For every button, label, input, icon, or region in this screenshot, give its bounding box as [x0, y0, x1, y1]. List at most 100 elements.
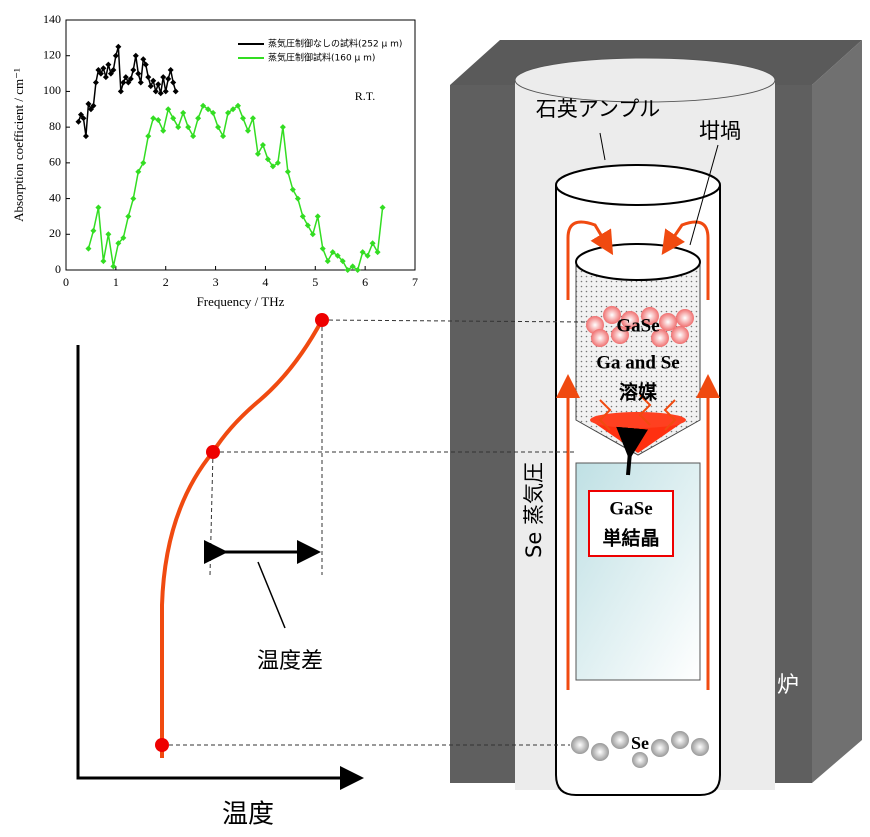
data-point — [102, 74, 109, 81]
y-tick-label: 0 — [55, 262, 61, 276]
data-point — [125, 213, 132, 220]
label: Ga and Se — [596, 352, 679, 373]
data-point — [364, 252, 371, 259]
data-point — [112, 52, 119, 59]
data-point — [95, 67, 102, 73]
data-point — [145, 133, 152, 140]
data-point — [249, 115, 256, 122]
data-point — [215, 124, 222, 131]
data-point — [110, 67, 117, 73]
data-point — [127, 75, 134, 82]
x-tick-label: 1 — [113, 275, 119, 289]
data-point — [244, 127, 251, 134]
data-point — [85, 245, 92, 252]
data-point — [210, 109, 217, 116]
data-point — [220, 133, 227, 140]
data-point — [359, 249, 366, 256]
y-tick-label: 20 — [49, 226, 61, 240]
label: 坩堝 — [699, 119, 741, 143]
x-tick-label: 3 — [213, 275, 219, 289]
data-point — [120, 79, 127, 86]
series-line — [87, 104, 384, 272]
x-tick-label: 7 — [412, 275, 418, 289]
data-point — [142, 61, 149, 68]
data-point — [135, 70, 142, 77]
leaders — [599, 132, 719, 246]
data-point — [195, 115, 202, 122]
data-point — [92, 79, 99, 86]
data-point — [354, 267, 361, 273]
data-point — [117, 88, 124, 95]
temp-profile — [76, 313, 586, 790]
data-point — [107, 70, 114, 77]
se-balls — [571, 731, 709, 768]
data-point — [180, 109, 187, 116]
data-point — [269, 163, 276, 170]
data-point — [190, 133, 197, 140]
x-axis-label: Frequency / THz — [197, 294, 285, 309]
data-point — [314, 213, 321, 220]
data-point — [170, 115, 177, 122]
data-point — [132, 52, 139, 59]
data-point — [125, 79, 132, 86]
data-point — [334, 252, 341, 259]
data-point — [157, 90, 164, 97]
data-point — [172, 88, 179, 95]
data-point — [279, 124, 286, 131]
plot-frame — [65, 19, 416, 271]
data-point — [379, 204, 386, 211]
x-tick-label: 6 — [362, 275, 368, 289]
data-point — [77, 111, 84, 118]
label: GaSe — [616, 315, 659, 336]
data-point — [100, 65, 107, 72]
label: 石英アンプル — [536, 97, 661, 121]
data-point — [165, 75, 172, 82]
series-line — [77, 46, 177, 137]
data-point — [90, 227, 97, 234]
data-point — [105, 231, 112, 238]
data-point — [85, 100, 92, 107]
y-tick-label: 80 — [49, 119, 61, 133]
data-point — [374, 249, 381, 256]
data-point — [135, 168, 142, 175]
data-point — [147, 83, 154, 90]
data-point — [140, 159, 147, 166]
data-point — [155, 117, 162, 123]
legend-label: 蒸気圧制御なしの試料(252 μ m) — [268, 38, 402, 50]
x-tick-label: 0 — [63, 275, 69, 289]
data-point — [324, 258, 331, 265]
data-point — [75, 118, 82, 125]
x-tick-label: 5 — [312, 275, 318, 289]
data-point — [140, 56, 147, 63]
data-point — [339, 258, 346, 265]
data-point — [200, 102, 207, 109]
data-point — [319, 245, 326, 252]
data-point — [294, 195, 301, 202]
data-point — [254, 150, 261, 157]
data-point — [110, 263, 117, 270]
data-point — [274, 159, 281, 166]
label: 温度 — [222, 800, 274, 830]
label: Se — [631, 733, 649, 753]
data-point — [145, 74, 152, 81]
data-point — [165, 106, 172, 113]
data-point — [105, 61, 112, 68]
data-point — [115, 240, 122, 247]
x-tick-label: 4 — [262, 275, 268, 289]
data-point — [259, 142, 266, 148]
data-point — [115, 43, 122, 50]
data-point — [309, 231, 316, 238]
label: 炉 — [777, 673, 799, 698]
crystal — [575, 462, 701, 681]
chart: 0 1 2 3 4 5 6 7 0 20 40 60 80 100 120 140 Frequency / TH… — [11, 12, 418, 309]
data-point — [95, 204, 102, 211]
data-point — [90, 102, 97, 109]
data-point — [167, 67, 174, 73]
y-tick-label: 120 — [43, 47, 61, 61]
data-point — [130, 67, 137, 73]
data-point — [130, 195, 137, 202]
data-point — [152, 88, 159, 95]
data-point — [344, 267, 351, 273]
flow-arrows — [556, 220, 720, 690]
